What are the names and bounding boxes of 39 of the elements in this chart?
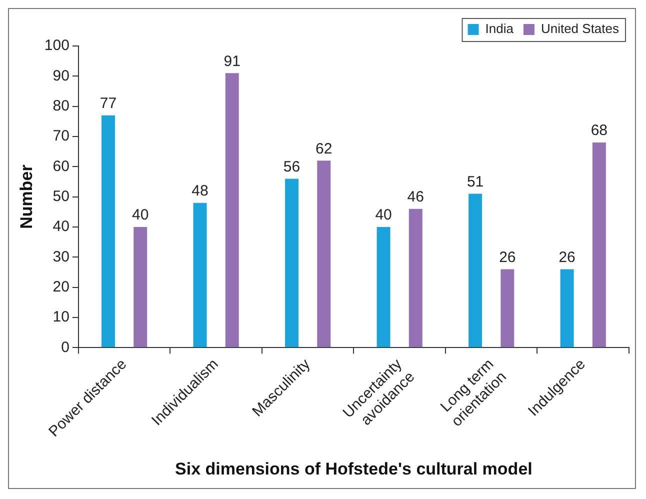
y-tick-label: 100 [44,37,70,54]
bar [225,73,239,348]
data-label: 51 [466,173,484,190]
y-tick-label: 50 [52,188,70,205]
bar [193,202,207,348]
legend-label: India [485,21,514,36]
y-tick-label: 20 [52,278,70,296]
y-tick-label: 0 [61,338,70,356]
data-label: 46 [407,188,424,206]
data-label: 56 [283,158,300,176]
x-axis-title: Six dimensions of Hofstede's cultural model [175,459,532,478]
bar [560,269,574,348]
y-tick-label: 10 [52,308,70,326]
bar [376,226,390,348]
bar [592,142,606,348]
bar [468,194,482,348]
y-tick-label: 60 [52,158,70,175]
bar [134,226,148,348]
bar [317,160,331,348]
y-axis-title: Number [16,164,36,229]
data-label: 40 [375,206,392,224]
y-tick-label: 80 [52,97,70,114]
data-label: 40 [132,206,149,224]
data-label: 68 [590,122,608,140]
bar [285,178,299,348]
y-tick-label: 40 [52,218,70,236]
bar [102,115,115,348]
data-label: 91 [224,52,240,70]
y-tick-label: 70 [52,128,70,145]
y-tick-label: 90 [52,67,70,84]
bar [500,269,514,348]
y-tick-label: 30 [52,248,70,266]
data-label: 26 [558,248,576,266]
data-label: 62 [316,140,332,158]
legend-label: United States [540,21,620,36]
data-label: 48 [192,182,208,200]
data-label: 26 [499,248,516,266]
bar [408,208,422,348]
data-label: 77 [100,95,117,112]
